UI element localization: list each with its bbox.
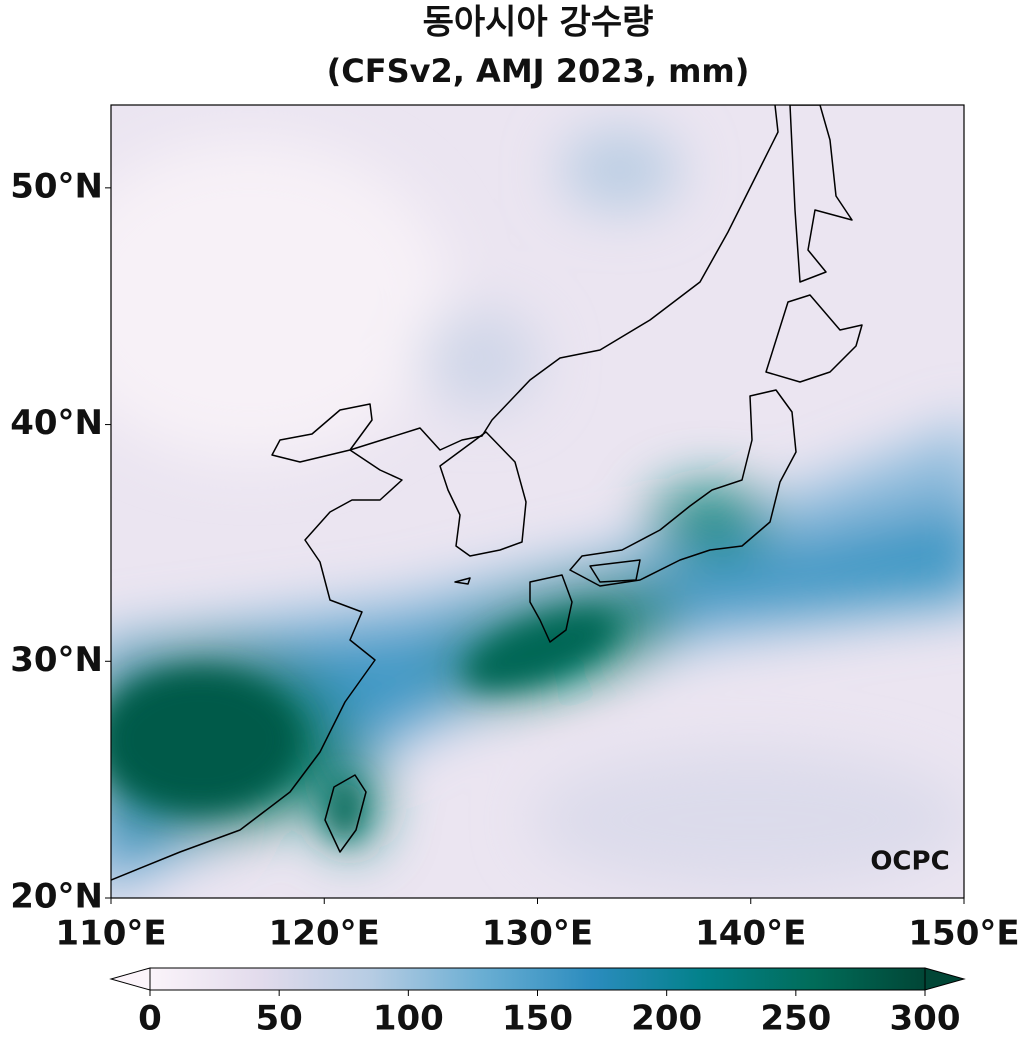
y-tick-label: 30°N [10,640,103,680]
colorbar-tick-label: 300 [890,999,961,1039]
colorbar-extend-high [924,967,966,991]
x-tick-label: 110°E [55,914,166,954]
precip-field [111,105,964,898]
colorbar-tick-label: 0 [138,999,162,1039]
y-tick-label: 40°N [10,403,103,443]
colorbar-tick-label: 200 [631,999,702,1039]
colorbar-bar [149,967,926,991]
colorbar-tick-label: 50 [256,999,303,1039]
title: 동아시아 강수량 [423,3,654,43]
subtitle: (CFSv2, AMJ 2023, mm) [327,52,750,90]
colorbar: 0 50 100 150 200 250 300 [109,967,966,1039]
y-tick-label: 20°N [10,877,103,917]
colorbar-tick-label: 150 [502,999,573,1039]
colorbar-extend-low [109,967,151,991]
x-tick-label: 150°E [908,914,1019,954]
coastlines [111,105,863,881]
axes: 110°E 120°E 130°E 140°E 150°E 20°N 30°N 40°N 50°… [10,166,1019,953]
colorbar-tick-label: 100 [373,999,444,1039]
x-tick-label: 130°E [482,914,593,954]
y-tick-label: 50°N [10,166,103,206]
x-tick-label: 120°E [269,914,380,954]
colorbar-tick-label: 250 [760,999,831,1039]
logo: OCPC [870,847,949,877]
x-tick-label: 140°E [695,914,806,954]
